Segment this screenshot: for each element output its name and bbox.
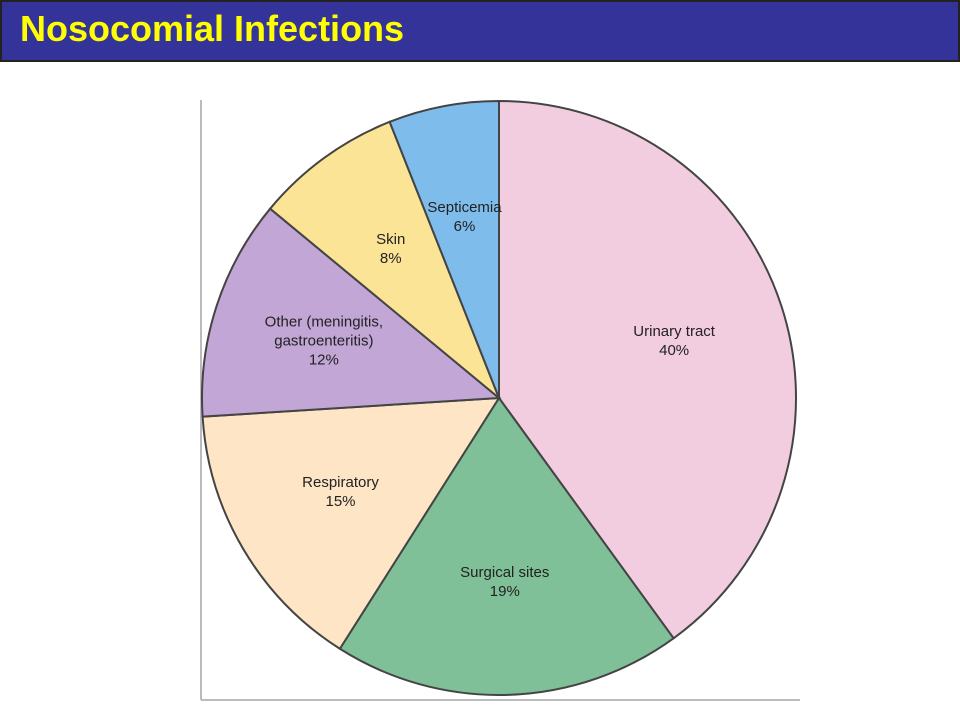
- category-label: Septicemia: [427, 199, 502, 217]
- slice-label: Septicemia 6%: [379, 198, 549, 236]
- pie-slice: [201, 396, 501, 651]
- value-label: 15%: [325, 492, 356, 510]
- slide-title: Nosocomial Infections: [20, 8, 405, 49]
- pie-slice: [268, 120, 500, 399]
- pie-slice: [201, 207, 502, 418]
- category-label: Skin: [376, 231, 406, 249]
- category-label: Surgical sites: [460, 564, 550, 582]
- value-label: 6%: [453, 218, 476, 236]
- category-label: Other (meningitis, gastroenteritis): [264, 313, 384, 350]
- category-label: Respiratory: [302, 473, 379, 491]
- value-label: 19%: [489, 583, 520, 601]
- slice-label: Urinary tract 40%: [589, 322, 759, 360]
- slice-label: Respiratory 15%: [256, 473, 426, 511]
- slice-label: Surgical sites 19%: [420, 563, 590, 601]
- slice-label: Other (meningitis, gastroenteritis) 12%: [239, 313, 409, 370]
- category-label: Urinary tract: [633, 323, 715, 341]
- value-label: 12%: [308, 351, 339, 369]
- pie-slice: [338, 396, 675, 696]
- value-label: 8%: [379, 250, 402, 268]
- header-bar: Nosocomial Infections: [0, 0, 960, 62]
- value-label: 40%: [659, 342, 690, 360]
- pie-slice: [498, 99, 797, 640]
- pie-slice: [388, 99, 500, 399]
- slice-label: Skin 8%: [306, 230, 476, 268]
